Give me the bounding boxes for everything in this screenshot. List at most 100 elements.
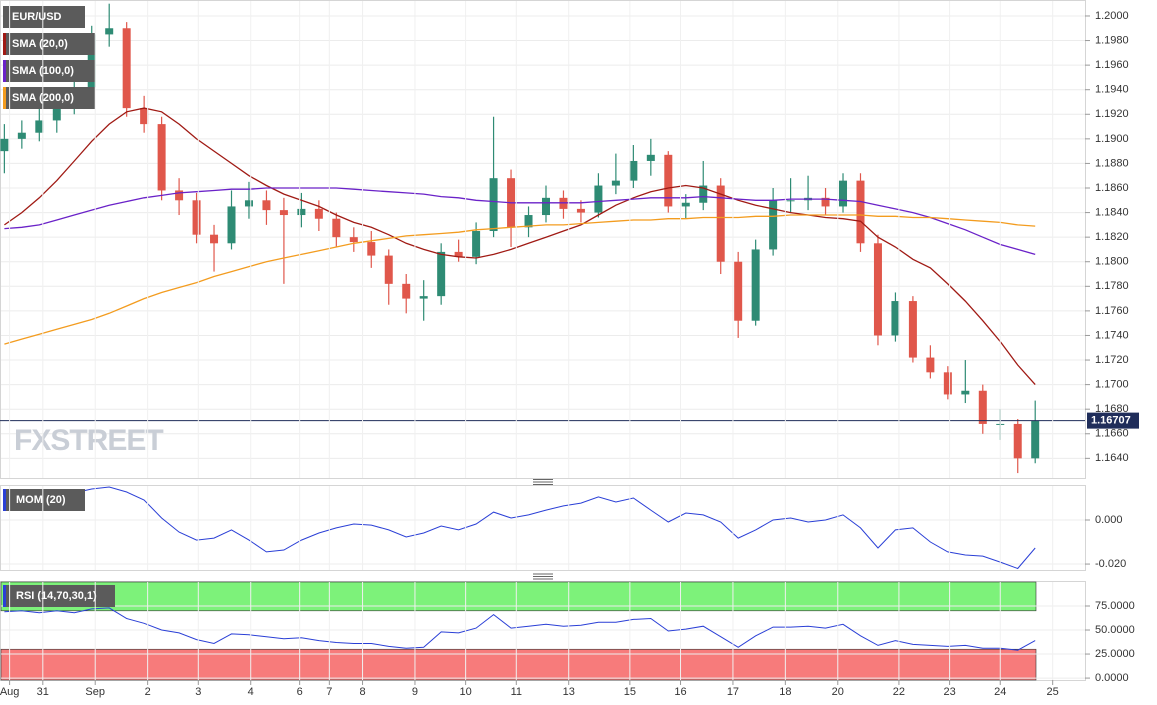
legend-box: [3, 489, 85, 511]
legend-label: RSI (14,70,30,1): [16, 590, 97, 602]
candle-body: [472, 231, 481, 257]
candle-body: [140, 108, 149, 125]
candle-body: [821, 197, 830, 207]
y-tick-label: 0.000: [1095, 514, 1123, 526]
x-tick-label: Sep: [85, 686, 105, 698]
x-tick-label: Aug: [0, 686, 19, 698]
y-tick-label: 1.1820: [1095, 231, 1129, 243]
candle-body: [332, 218, 341, 238]
candle-body: [402, 283, 411, 299]
x-tick-label: 16: [674, 686, 686, 698]
candle-body: [175, 190, 184, 201]
candle-body: [926, 357, 935, 373]
candle-body: [384, 255, 393, 284]
candle-body: [17, 132, 26, 139]
legend-box: [3, 87, 95, 109]
legend-swatch: [3, 585, 6, 607]
candle-body: [664, 154, 673, 207]
candle-body: [52, 104, 61, 121]
candle-body: [839, 180, 848, 207]
y-tick-label: 1.1880: [1095, 157, 1129, 169]
candle-body: [454, 251, 463, 257]
candle-body: [489, 178, 498, 232]
x-tick-label: 31: [37, 686, 49, 698]
candle-body: [279, 210, 288, 216]
sma-line: [4, 107, 1036, 386]
legend-box: [3, 585, 115, 607]
indicator-line: [4, 607, 1036, 651]
candle-body: [908, 301, 917, 358]
sma-line: [4, 187, 1036, 256]
x-tick-label: 15: [624, 686, 636, 698]
candle-body: [541, 197, 550, 216]
legend-box: [3, 60, 95, 82]
panel-border: [0, 485, 1086, 571]
candle-body: [349, 237, 358, 243]
y-tick-label: -0.020: [1095, 558, 1126, 570]
y-tick-label: 1.1840: [1095, 206, 1129, 218]
x-tick-label: 24: [994, 686, 1006, 698]
y-tick-label: 1.1980: [1095, 34, 1129, 46]
legend: MOM (20): [3, 489, 85, 511]
last-price-box: [1087, 412, 1139, 429]
candle-body: [1031, 420, 1040, 459]
y-tick-label: 1.1720: [1095, 354, 1129, 366]
y-tick-label: 1.1660: [1095, 428, 1129, 440]
candle-body: [961, 390, 970, 395]
last-price-label: 1.16707: [1091, 415, 1131, 427]
y-tick-label: 1.1900: [1095, 133, 1129, 145]
y-tick-label: 1.1780: [1095, 280, 1129, 292]
x-tick-label: 13: [563, 686, 575, 698]
y-tick-label: 1.1680: [1095, 403, 1129, 415]
legend-swatch: [3, 87, 6, 109]
candle-body: [157, 124, 166, 191]
candle-body: [105, 28, 114, 35]
candle-body: [314, 208, 323, 219]
y-tick-label: 1.1860: [1095, 182, 1129, 194]
y-tick-label: 25.0000: [1095, 648, 1135, 660]
y-tick-label: 1.1700: [1095, 379, 1129, 391]
x-tick-label: 17: [727, 686, 739, 698]
y-tick-label: 1.1920: [1095, 108, 1129, 120]
watermark: FXSTREET: [14, 424, 163, 457]
legend-label: SMA (20,0): [12, 38, 68, 50]
y-tick-label: 1.1640: [1095, 452, 1129, 464]
candle-body: [524, 215, 533, 228]
candle-body: [419, 296, 428, 299]
x-tick-label: 9: [412, 686, 418, 698]
candle-body: [262, 200, 271, 211]
legend-swatch: [3, 489, 6, 511]
candle-body: [699, 185, 708, 203]
candle-body: [594, 185, 603, 213]
x-tick-label: 10: [459, 686, 471, 698]
candle-body: [611, 180, 620, 186]
candle-body: [873, 243, 882, 336]
y-tick-label: 75.0000: [1095, 600, 1135, 612]
candle-body: [192, 200, 201, 235]
x-tick-label: 18: [779, 686, 791, 698]
candle-body: [891, 301, 900, 336]
candle-body: [297, 208, 306, 216]
sma-line: [4, 214, 1036, 345]
candle-body: [35, 120, 44, 133]
candle-body: [978, 390, 987, 424]
y-tick-label: 1.1740: [1095, 329, 1129, 341]
legend: RSI (14,70,30,1): [3, 585, 115, 607]
legend-swatch: [3, 33, 6, 55]
x-tick-label: 2: [145, 686, 151, 698]
candle-body: [122, 28, 131, 109]
candle-body: [786, 200, 795, 202]
candle-body: [943, 372, 952, 395]
y-tick-label: 1.2000: [1095, 10, 1129, 22]
legend-label: MOM (20): [16, 494, 66, 506]
x-tick-label: 22: [893, 686, 905, 698]
indicator-line: [4, 486, 1036, 570]
x-tick-label: 6: [297, 686, 303, 698]
candle-body: [367, 242, 376, 256]
candle-body: [210, 234, 219, 244]
y-tick-label: 1.1940: [1095, 84, 1129, 96]
y-tick-label: 0.0000: [1095, 672, 1129, 684]
x-tick-label: 25: [1047, 686, 1059, 698]
candle-body: [734, 261, 743, 321]
